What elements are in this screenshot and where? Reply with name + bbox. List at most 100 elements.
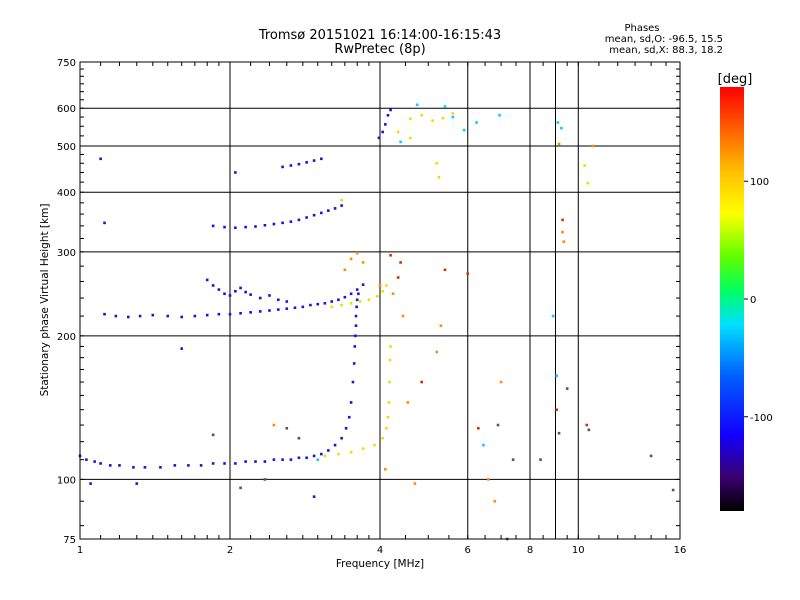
data-point — [305, 216, 308, 219]
data-point — [301, 305, 305, 309]
colorbar-tick-label: 100 — [750, 177, 769, 188]
data-point — [285, 300, 289, 303]
data-point — [320, 157, 323, 161]
y-tick-label: 600 — [57, 104, 76, 115]
data-point — [367, 298, 371, 302]
data-point — [466, 272, 470, 275]
data-point — [234, 171, 237, 174]
data-point — [151, 313, 155, 317]
data-point — [263, 223, 267, 227]
data-point — [297, 436, 301, 440]
data-point — [475, 121, 478, 124]
data-point — [211, 224, 215, 228]
data-point — [244, 290, 247, 294]
data-point — [258, 296, 262, 300]
data-point — [199, 464, 203, 467]
data-point — [268, 309, 271, 312]
data-point — [281, 458, 284, 461]
x-tick-labels: 1 2 4 6 8 10 16 — [77, 545, 687, 556]
data-point — [316, 458, 320, 461]
data-point — [587, 428, 591, 432]
data-point — [384, 467, 387, 471]
data-point — [263, 460, 267, 463]
data-point — [312, 213, 316, 217]
grid-lines — [80, 62, 680, 539]
data-point — [340, 198, 343, 202]
colorbar-tick-label: 0 — [750, 295, 756, 306]
data-point — [166, 314, 170, 318]
data-point — [343, 268, 347, 272]
x-tick-label: 16 — [674, 545, 687, 556]
data-point — [477, 426, 480, 430]
data-point — [482, 443, 485, 447]
data-point — [330, 300, 334, 303]
data-point — [263, 478, 267, 481]
data-point — [108, 464, 112, 467]
data-point — [349, 292, 353, 296]
data-point — [349, 450, 353, 454]
data-point — [493, 499, 497, 503]
data-point — [555, 408, 558, 412]
data-point — [223, 462, 226, 465]
data-point — [361, 261, 365, 264]
data-point — [386, 113, 390, 117]
data-point — [349, 401, 353, 404]
data-point — [327, 449, 330, 452]
data-point — [451, 112, 455, 115]
data-point — [391, 292, 395, 296]
data-point — [239, 486, 242, 490]
data-point — [420, 380, 423, 384]
data-point — [349, 257, 353, 261]
data-point — [217, 288, 221, 291]
data-point — [285, 307, 289, 310]
data-point — [159, 466, 162, 469]
data-point — [583, 164, 586, 167]
plot-frame — [79, 61, 681, 540]
data-point — [320, 452, 323, 456]
plot-area — [78, 61, 681, 541]
data-point — [211, 433, 215, 437]
colorbar — [720, 87, 744, 511]
data-point — [272, 458, 276, 461]
data-point — [354, 324, 358, 328]
data-point — [297, 456, 301, 460]
data-point — [205, 313, 209, 317]
data-point — [114, 314, 118, 318]
data-point — [381, 436, 384, 440]
data-point — [276, 308, 280, 311]
data-point — [413, 482, 417, 485]
y-tick-label: 75 — [63, 535, 76, 546]
data-point — [385, 284, 388, 287]
data-point — [333, 207, 337, 210]
data-point — [316, 302, 320, 306]
data-point — [138, 314, 142, 318]
data-point — [323, 301, 327, 305]
data-point — [562, 240, 566, 244]
data-points — [78, 103, 675, 541]
data-point — [557, 142, 561, 146]
data-point — [451, 115, 455, 119]
data-point — [312, 454, 316, 458]
data-point — [487, 478, 490, 481]
data-point — [384, 123, 387, 126]
data-point — [344, 426, 348, 430]
data-point — [293, 306, 297, 310]
data-point — [585, 423, 589, 427]
data-point — [297, 162, 301, 166]
y-tick-label: 100 — [57, 475, 76, 486]
data-point — [441, 116, 445, 120]
data-point — [239, 286, 242, 290]
data-point — [258, 310, 262, 313]
data-point — [281, 221, 284, 225]
x-tick-label: 1 — [77, 545, 83, 556]
data-point — [349, 301, 353, 305]
data-point — [118, 464, 121, 467]
data-point — [205, 278, 209, 282]
data-point — [406, 401, 410, 404]
data-point — [387, 401, 391, 404]
data-point — [385, 426, 388, 430]
chart-title: Tromsø 20151021 16:14:00-16:15:43 — [258, 28, 501, 43]
data-point — [126, 315, 130, 319]
data-point — [289, 458, 293, 461]
data-point — [443, 105, 447, 108]
